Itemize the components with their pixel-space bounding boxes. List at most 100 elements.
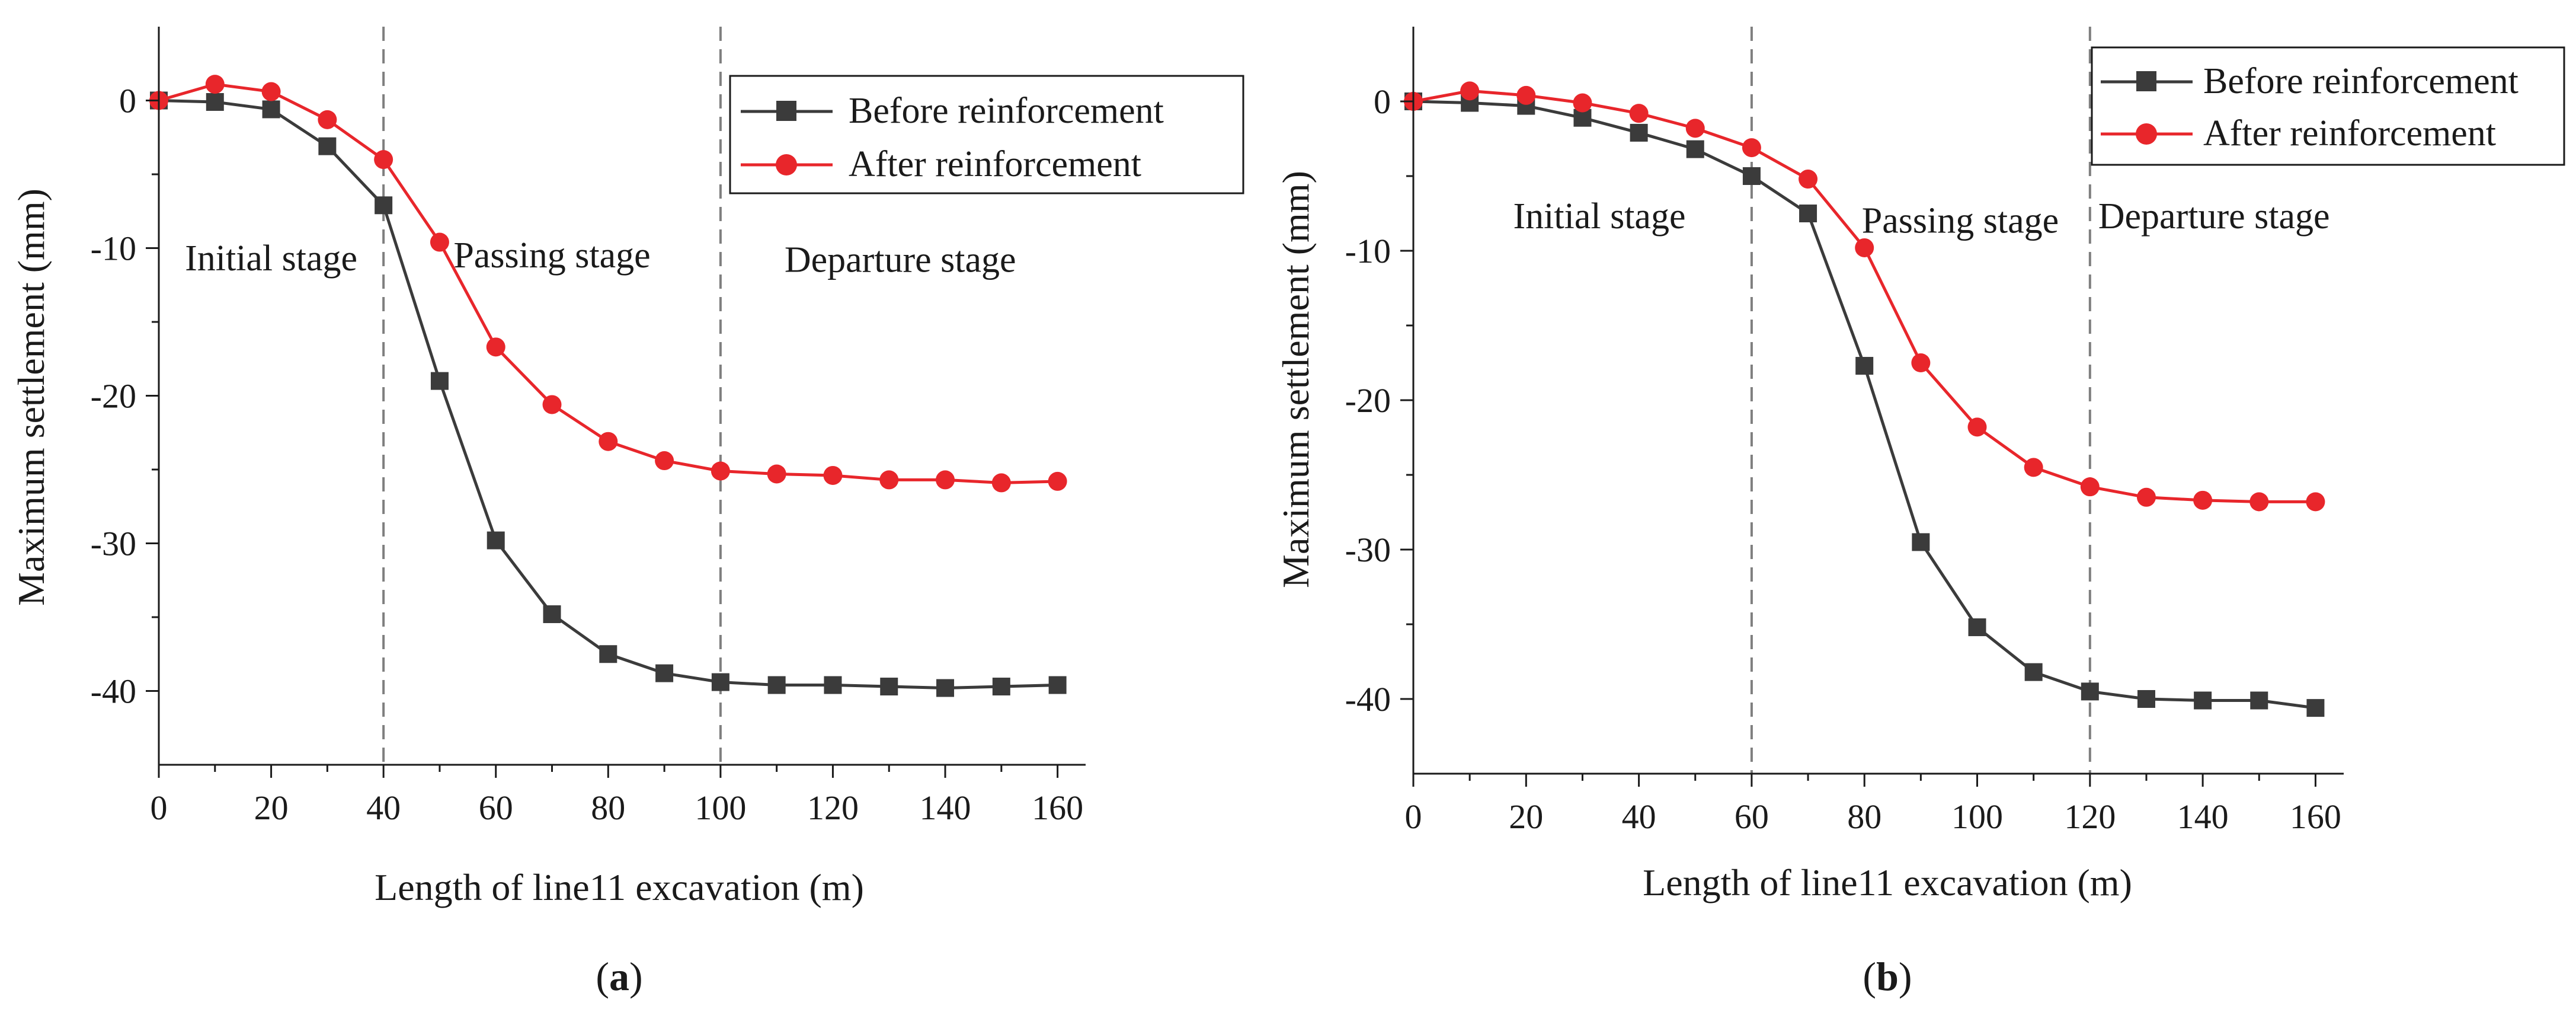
legend-marker-after-a <box>776 154 797 175</box>
data-point-b-0-10 <box>1968 618 1986 637</box>
x-tick-label-a-5: 100 <box>695 788 746 827</box>
data-point-b-0-6 <box>1742 167 1761 185</box>
data-point-a-1-4 <box>374 150 393 170</box>
x-axis-title-a: Length of line11 excavation (m) <box>375 866 864 908</box>
data-point-a-0-5 <box>430 372 449 390</box>
data-point-a-1-9 <box>655 451 674 471</box>
legend-box-a <box>729 75 1244 194</box>
x-tick-label-a-2: 40 <box>366 788 401 827</box>
data-point-a-0-3 <box>318 137 337 155</box>
x-tick-label-a-3: 60 <box>479 788 513 827</box>
y-tick-label-b-3: -30 <box>1345 531 1391 569</box>
stage-lines-a <box>382 27 722 765</box>
data-point-a-1-5 <box>430 232 449 252</box>
x-tick-label-a-0: 0 <box>151 788 168 827</box>
x-tick-label-b-7: 140 <box>2177 797 2229 836</box>
legend-b: Before reinforcement After reinforcement <box>2091 46 2565 166</box>
y-tick-label-b-2: -20 <box>1345 381 1391 420</box>
legend-label-before-b: Before reinforcement <box>2203 61 2519 101</box>
data-point-a-0-2 <box>262 100 280 119</box>
legend-a: Before reinforcement After reinforcement <box>729 75 1244 194</box>
data-point-b-1-9 <box>1911 353 1931 372</box>
data-point-b-0-5 <box>1686 140 1704 158</box>
y-tick-label-a-3: -30 <box>91 525 136 563</box>
data-point-b-1-14 <box>2193 490 2213 510</box>
data-point-a-1-8 <box>599 432 618 451</box>
data-point-b-1-7 <box>1799 170 1818 189</box>
data-point-a-1-3 <box>318 110 337 129</box>
data-point-a-0-7 <box>543 605 561 624</box>
data-point-b-1-3 <box>1573 93 1592 113</box>
data-point-a-0-4 <box>375 196 393 215</box>
y-axis-title-a: Maximum settlement (mm) <box>10 189 52 606</box>
data-point-b-1-11 <box>2024 458 2043 477</box>
data-point-a-0-16 <box>1048 676 1067 694</box>
data-point-a-1-10 <box>711 461 730 481</box>
stage-label-b-2: Departure stage <box>2098 196 2330 237</box>
axes-a: 0 20 40 60 80 100 120 140 160 0 -10 -20 -30 -40 <box>91 27 1086 827</box>
data-point-b-1-13 <box>2136 487 2156 507</box>
y-tick-label-a-4: -40 <box>91 672 136 711</box>
chart-panel-a: 0 20 40 60 80 100 120 140 160 0 -10 -20 -30 -40 Initi… <box>10 27 1244 999</box>
y-tick-label-a-1: -10 <box>91 229 136 268</box>
data-point-b-1-10 <box>1967 417 1987 437</box>
x-tick-label-b-1: 20 <box>1509 797 1543 836</box>
legend-label-before-a: Before reinforcement <box>849 91 1164 131</box>
data-point-a-1-7 <box>542 395 562 414</box>
data-point-b-0-15 <box>2250 691 2268 710</box>
legend-marker-before-a <box>776 101 796 121</box>
data-point-b-1-6 <box>1742 138 1761 158</box>
x-tick-label-b-8: 160 <box>2290 797 2341 836</box>
data-point-a-1-16 <box>1048 471 1067 491</box>
x-tick-label-b-5: 100 <box>1951 797 2003 836</box>
data-point-a-0-11 <box>767 676 786 694</box>
data-point-a-0-14 <box>936 679 955 697</box>
stage-annotations-b: Initial stage Passing stage Departure stag… <box>1513 196 2330 241</box>
stage-label-b-0: Initial stage <box>1513 196 1686 237</box>
y-tick-label-a-2: -20 <box>91 377 136 416</box>
data-point-a-0-1 <box>206 92 224 111</box>
x-tick-label-b-6: 120 <box>2064 797 2116 836</box>
data-point-a-0-6 <box>487 531 505 550</box>
data-point-b-0-8 <box>1855 357 1874 375</box>
stage-label-a-1: Passing stage <box>453 235 650 276</box>
data-point-b-0-16 <box>2306 699 2325 717</box>
stage-label-b-1: Passing stage <box>1862 201 2059 241</box>
data-point-b-1-12 <box>2080 477 2100 497</box>
panel-letter-b: b <box>1876 954 1899 999</box>
x-tick-label-a-8: 160 <box>1032 788 1083 827</box>
x-tick-label-b-2: 40 <box>1622 797 1656 836</box>
x-axis-title-b: Length of line11 excavation (m) <box>1643 861 2132 904</box>
panel-letter-a: a <box>609 954 629 999</box>
y-tick-label-b-0: 0 <box>1374 82 1391 121</box>
data-point-a-0-8 <box>599 645 617 663</box>
x-tick-label-b-4: 80 <box>1847 797 1881 836</box>
data-point-b-1-16 <box>2306 492 2325 512</box>
x-tick-label-b-3: 60 <box>1735 797 1769 836</box>
data-point-a-1-1 <box>205 75 225 94</box>
data-point-b-1-15 <box>2249 492 2269 512</box>
panel-label-a: (a) <box>596 954 642 999</box>
data-point-a-0-15 <box>992 678 1010 696</box>
data-point-a-0-13 <box>880 678 898 696</box>
data-point-b-1-1 <box>1460 81 1480 101</box>
legend-label-after-a: After reinforcement <box>849 144 1141 184</box>
y-axis-title-b: Maximum settlement (mm) <box>1275 171 1317 588</box>
data-point-a-1-2 <box>261 82 281 101</box>
data-point-a-1-11 <box>767 464 786 484</box>
data-point-b-1-5 <box>1685 119 1705 138</box>
data-point-b-0-7 <box>1799 205 1817 222</box>
data-point-b-0-9 <box>1912 533 1930 551</box>
x-tick-label-a-1: 20 <box>254 788 289 827</box>
data-point-b-0-13 <box>2137 690 2155 708</box>
data-point-b-0-14 <box>2194 691 2212 710</box>
x-tick-label-b-0: 0 <box>1405 797 1422 836</box>
legend-marker-before-b <box>2136 71 2156 91</box>
stage-label-a-2: Departure stage <box>785 240 1016 280</box>
x-tick-label-a-7: 140 <box>920 788 971 827</box>
data-point-b-1-2 <box>1516 85 1536 105</box>
axes-b: 0 20 40 60 80 100 120 140 160 0 -10 -20 -30 -40 <box>1345 27 2344 836</box>
y-tick-label-a-0: 0 <box>119 82 136 120</box>
y-tick-label-b-4: -40 <box>1345 680 1391 719</box>
